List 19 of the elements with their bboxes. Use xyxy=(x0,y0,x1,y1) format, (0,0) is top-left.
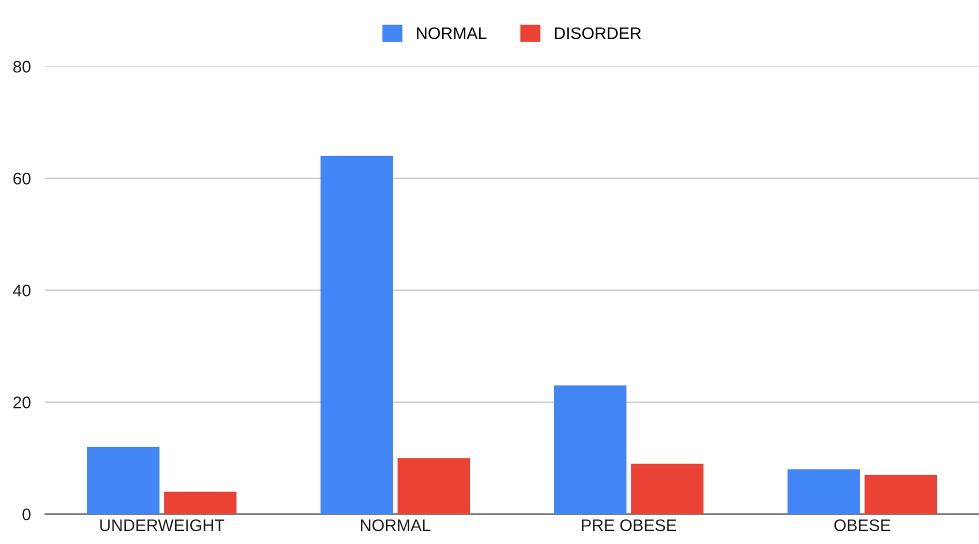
bar xyxy=(164,492,236,514)
legend-label: DISORDER xyxy=(555,27,641,40)
legend-label: NORMAL xyxy=(417,27,486,40)
y-tick-label: 20 xyxy=(13,396,30,408)
bar xyxy=(87,446,160,514)
x-tick-label: NORMAL xyxy=(360,519,430,532)
bar xyxy=(864,474,937,514)
bar xyxy=(788,469,860,514)
bar xyxy=(554,385,626,514)
y-tick-label: 60 xyxy=(13,172,30,184)
bar xyxy=(398,458,470,514)
bar xyxy=(320,156,393,514)
x-tick-label: UNDERWEIGHT xyxy=(100,519,224,532)
y-tick-label: 80 xyxy=(13,60,30,73)
bar xyxy=(631,464,704,514)
y-tick-label: 40 xyxy=(12,284,30,296)
x-tick-label: PRE OBESE xyxy=(582,519,676,532)
y-tick-label: 0 xyxy=(22,508,30,520)
x-tick-label: OBESE xyxy=(834,519,890,532)
